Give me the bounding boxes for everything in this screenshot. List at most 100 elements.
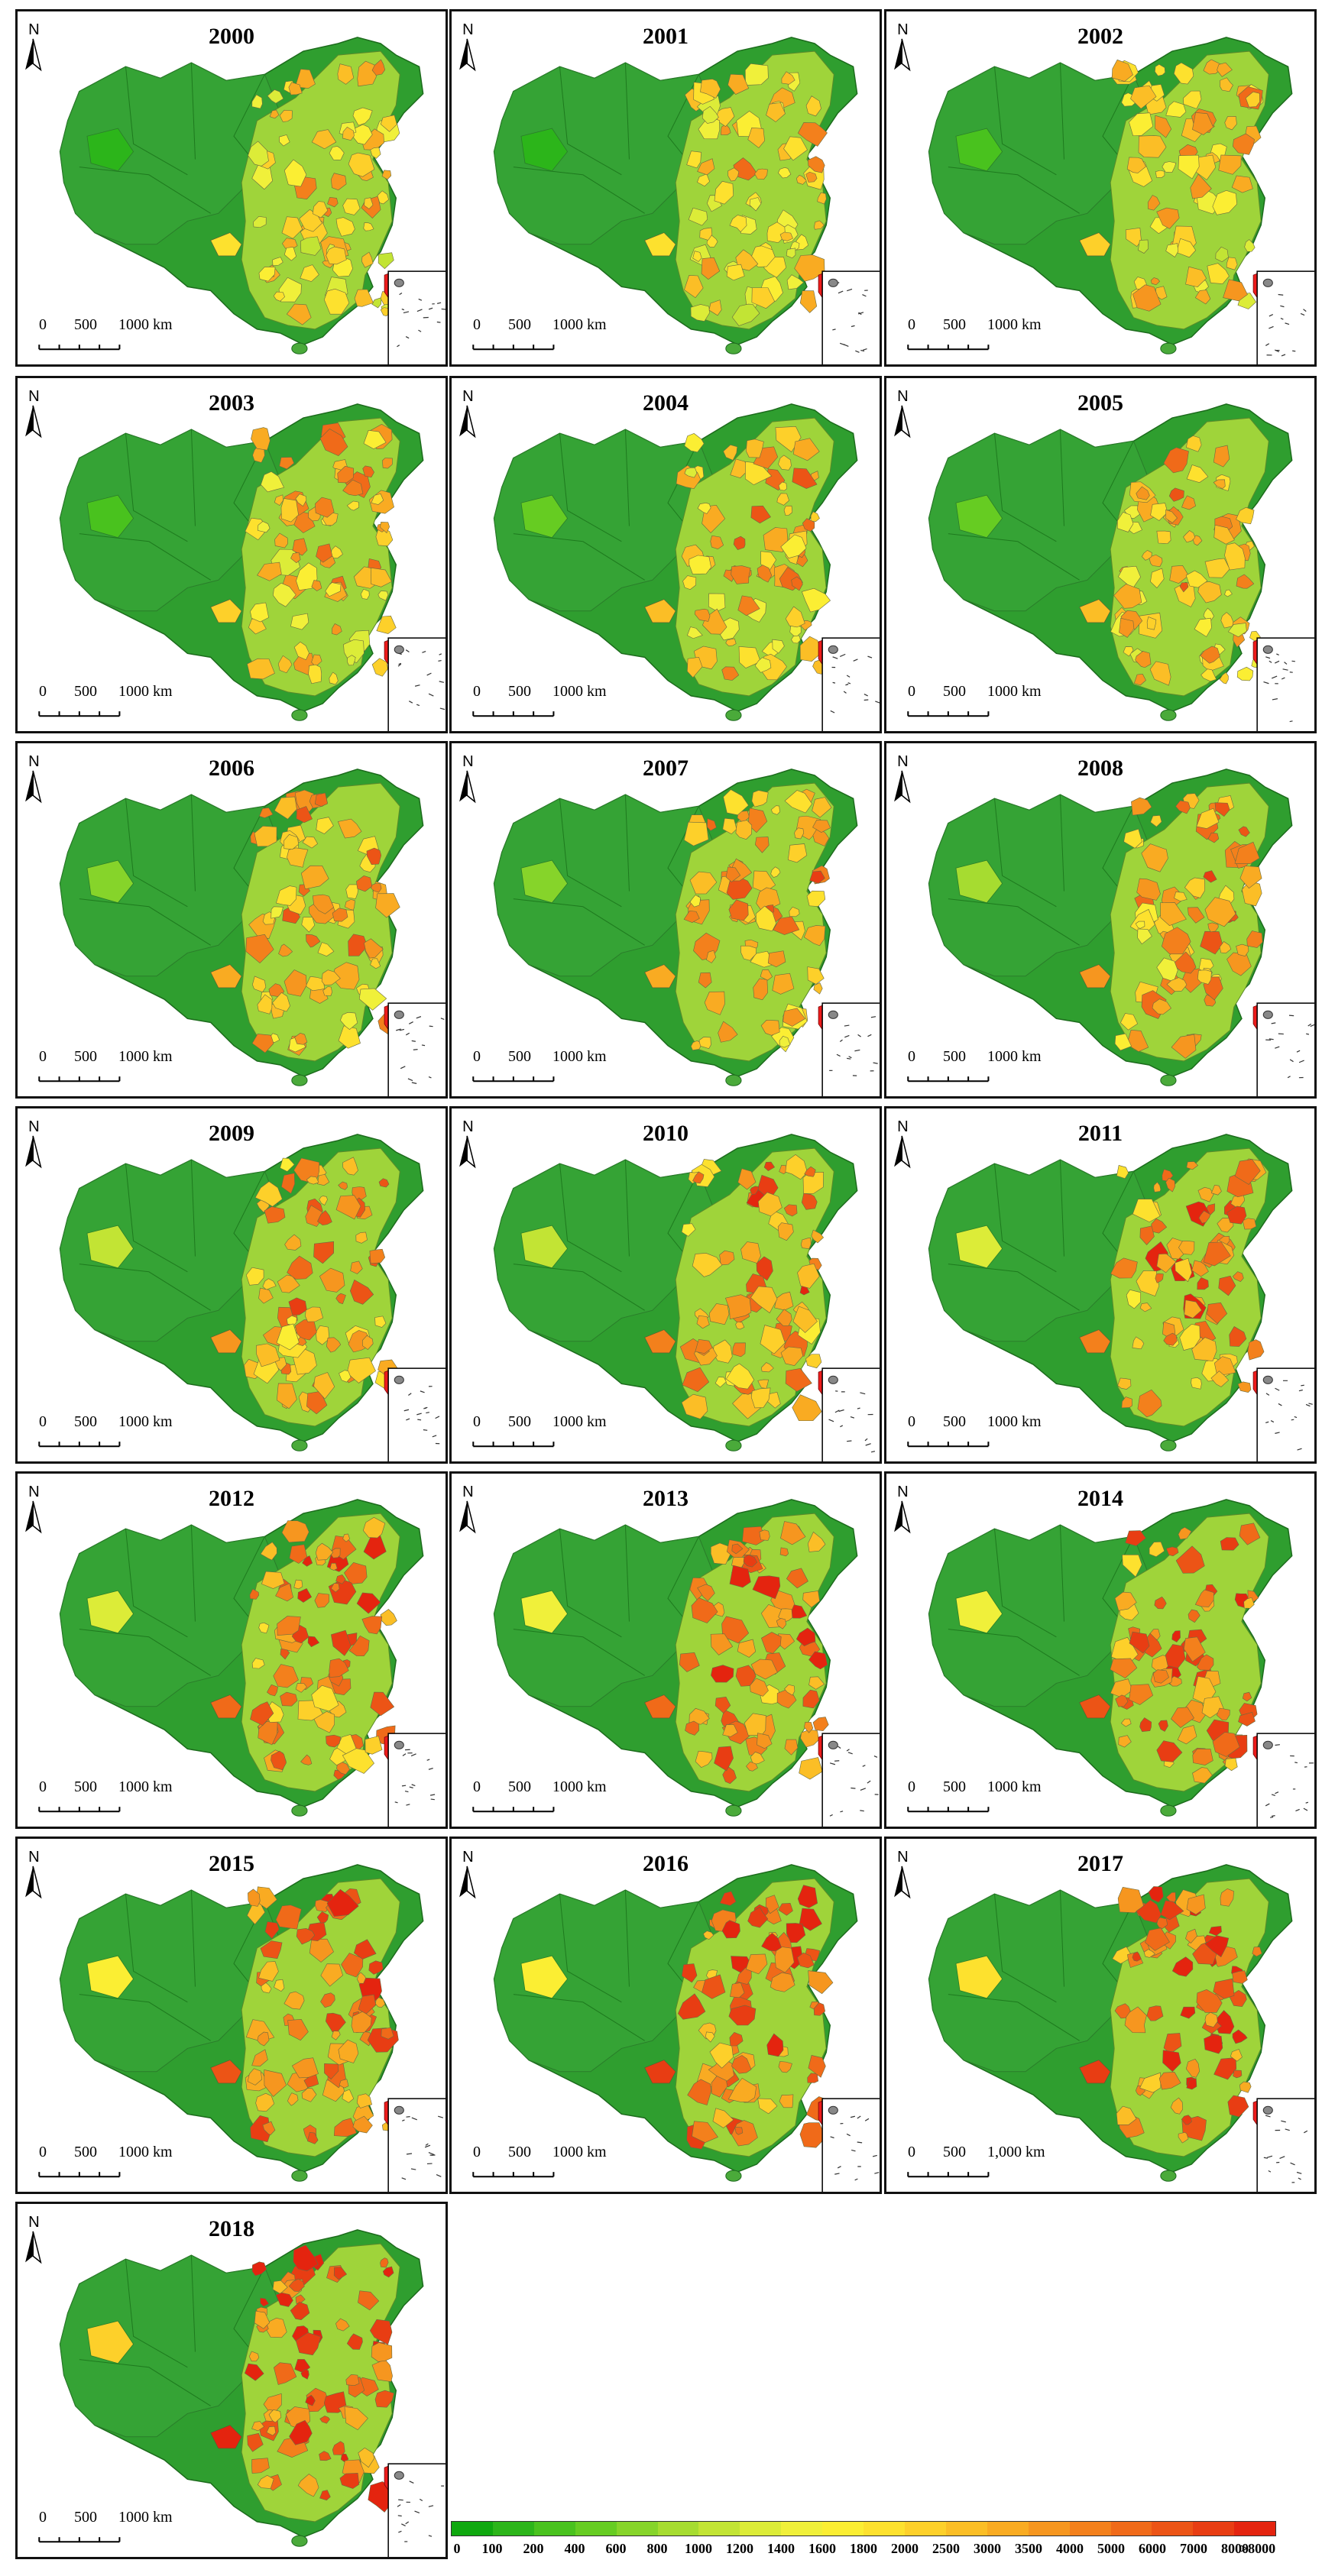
scale-label: 1000 km: [987, 316, 1042, 333]
china-choropleth-map: N: [459, 388, 880, 731]
legend-label: 800: [646, 2541, 668, 2556]
hainan-island: [1160, 709, 1177, 721]
map-panel-2009: 2009 N 0 500 1000 km: [15, 1106, 448, 1464]
scale-label: 0: [908, 2144, 915, 2160]
scale-label: 500: [508, 683, 531, 700]
scale-bar: [38, 2172, 121, 2178]
svg-text:N: N: [28, 2214, 40, 2231]
legend-swatch: [657, 2522, 699, 2536]
scale-label: 1000 km: [118, 316, 173, 333]
scale-label: 0: [473, 2144, 481, 2160]
hainan-island: [1160, 1439, 1177, 1451]
south-china-sea-inset: [1256, 270, 1314, 364]
scale-label: 1000 km: [552, 683, 607, 700]
hainan-island: [291, 1439, 308, 1451]
south-china-sea-inset: [821, 1002, 880, 1096]
china-choropleth-map: N: [25, 1849, 446, 2192]
scale-label: 500: [74, 683, 97, 700]
legend-label: 400: [564, 2541, 585, 2556]
scale-label: 0: [473, 683, 481, 700]
south-china-sea-inset: [821, 637, 880, 731]
china-choropleth-map: N: [25, 21, 446, 364]
scale-label: 1000 km: [118, 683, 173, 700]
south-china-sea-inset: [1256, 1002, 1314, 1096]
north-arrow-icon: N: [25, 1849, 42, 1899]
map-panel-2015: 2015 N 0 500 1000 km: [15, 1837, 448, 2194]
scale-label: 1000 km: [987, 1778, 1042, 1795]
legend-swatch: [533, 2522, 575, 2536]
scale-bar: [907, 345, 990, 351]
north-arrow-icon: N: [459, 1118, 476, 1169]
hainan-island: [291, 2535, 308, 2547]
scale-bar: [472, 2172, 555, 2178]
map-panel-2003: 2003 N 0 500 1000 km: [15, 376, 448, 733]
scale-label: 1000 km: [118, 2144, 173, 2160]
hainan-island: [291, 1804, 308, 1817]
map-panel-2012: 2012 N 0 500 1000 km: [15, 1471, 448, 1829]
scale-label: 1000 km: [552, 2144, 607, 2160]
svg-text:N: N: [28, 21, 40, 38]
scale-label: 1000 km: [118, 2509, 173, 2526]
map-year-title: 2007: [643, 756, 689, 781]
map-year-title: 2010: [643, 1121, 689, 1146]
china-choropleth-map: N: [894, 1484, 1314, 1827]
scale-label: 500: [508, 1778, 531, 1795]
legend-swatch: [945, 2522, 987, 2536]
hainan-island: [725, 2170, 742, 2182]
scale-bar: [38, 1076, 121, 1083]
svg-text:N: N: [28, 388, 40, 405]
map-year-title: 2016: [643, 1851, 689, 1876]
scale-bar: [907, 1807, 990, 1813]
map-year-title: 2003: [209, 390, 254, 416]
legend-swatch: [864, 2522, 905, 2536]
scale-label: 0: [473, 316, 481, 333]
scale-bar: [472, 1807, 555, 1813]
map-panel-2010: 2010 N 0 500 1000 km: [449, 1106, 882, 1464]
legend-swatch: [698, 2522, 740, 2536]
map-year-title: 2013: [643, 1486, 689, 1511]
legend-swatch: [740, 2522, 782, 2536]
scale-label: 500: [943, 1048, 966, 1065]
south-china-sea-inset: [387, 1367, 446, 1461]
scale-label: 0: [473, 1778, 481, 1795]
china-choropleth-map: N: [894, 1849, 1314, 2192]
hainan-island: [1160, 1074, 1177, 1086]
legend-label: 6000: [1139, 2541, 1166, 2556]
legend-swatch: [822, 2522, 864, 2536]
south-china-sea-inset: [387, 1733, 446, 1827]
svg-text:N: N: [462, 388, 474, 405]
china-choropleth-map: N: [459, 753, 880, 1096]
svg-text:N: N: [462, 1484, 474, 1500]
legend-swatch: [1152, 2522, 1194, 2536]
south-china-sea-inset: [387, 1002, 446, 1096]
scale-label: 0: [908, 1413, 915, 1430]
china-choropleth-map: N: [894, 753, 1314, 1096]
map-panel-2011: 2011 N 0 500 1000 km: [884, 1106, 1317, 1464]
south-china-sea-inset: [1256, 1733, 1314, 1827]
south-china-sea-inset: [821, 2098, 880, 2192]
scale-label: 500: [943, 683, 966, 700]
legend-label: 1600: [808, 2541, 836, 2556]
hainan-island: [1160, 2170, 1177, 2182]
legend-swatch: [781, 2522, 823, 2536]
china-choropleth-map: N: [459, 21, 880, 364]
scale-label: 0: [39, 1413, 47, 1430]
legend-swatch: [987, 2522, 1029, 2536]
scale-label: 0: [39, 316, 47, 333]
legend-label: 600: [605, 2541, 627, 2556]
china-choropleth-map: N: [894, 21, 1314, 364]
svg-text:N: N: [462, 753, 474, 770]
map-panel-2000: 2000 N 0 500 1000 km: [15, 9, 448, 367]
map-year-title: 2015: [209, 1851, 254, 1876]
legend-label: 3500: [1015, 2541, 1042, 2556]
hainan-island: [291, 342, 308, 354]
legend-swatch: [1234, 2522, 1276, 2536]
scale-bar: [38, 2537, 121, 2543]
legend-swatch: [616, 2522, 658, 2536]
china-choropleth-map: N: [25, 1118, 446, 1461]
svg-text:N: N: [897, 1484, 909, 1500]
legend-swatch: [452, 2522, 493, 2536]
north-arrow-icon: N: [459, 1849, 476, 1899]
scale-label: 1000 km: [987, 1413, 1042, 1430]
china-choropleth-map: N: [894, 388, 1314, 731]
